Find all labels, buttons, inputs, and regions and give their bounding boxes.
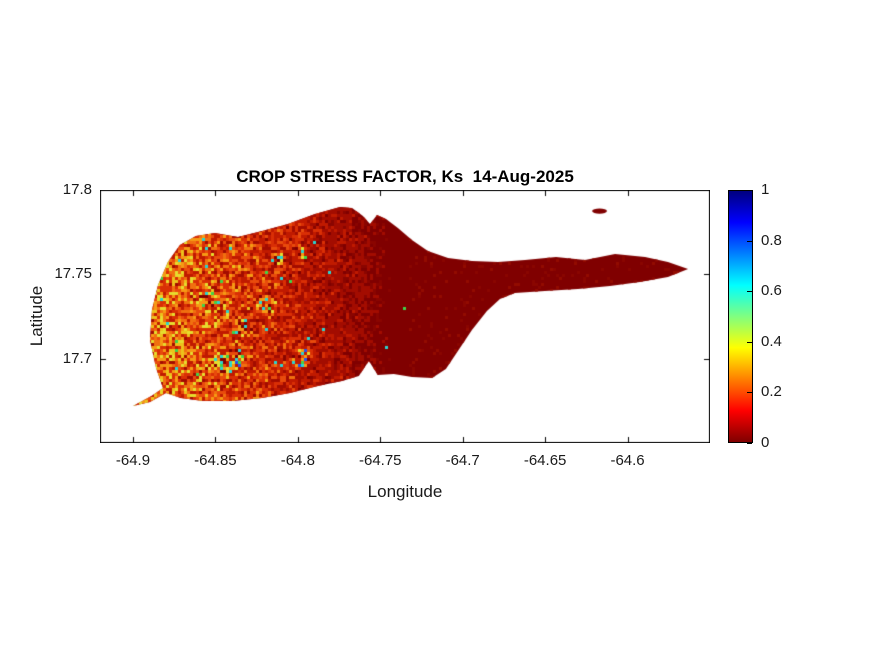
colorbar-tick [747,291,752,293]
map-canvas [100,190,710,443]
x-tick-label: -64.8 [280,452,315,469]
x-tick-label: -64.85 [194,452,237,469]
chart-title: CROP STRESS FACTOR, Ks 14-Aug-2025 [236,167,574,186]
colorbar-tick-label: 0.8 [761,231,782,249]
x-tick-label: -64.9 [115,452,151,469]
colorbar-tick-label: 0.6 [761,282,782,300]
x-axis-label: Longitude [367,482,443,501]
x-tick-label: -64.7 [445,452,480,469]
colorbar [728,190,753,443]
x-tick-label: -64.6 [610,452,645,469]
colorbar-tick [747,190,752,191]
colorbar-tick [747,240,752,242]
colorbar-tick-label: 0 [761,434,770,451]
colorbar-tick [747,392,752,394]
y-tick-label: 17.7 [62,349,92,367]
x-tick-label: -64.65 [523,452,567,469]
x-tick-label: -64.75 [358,452,402,469]
colorbar-tick [747,341,752,343]
colorbar-tick-label: 1 [761,181,770,198]
y-tick-label: 17.8 [62,181,92,198]
colorbar-tick-label: 0.2 [761,383,782,401]
y-tick-label: 17.75 [54,265,92,283]
colorbar-tick [747,443,752,444]
colorbar-tick-label: 0.4 [761,332,782,350]
